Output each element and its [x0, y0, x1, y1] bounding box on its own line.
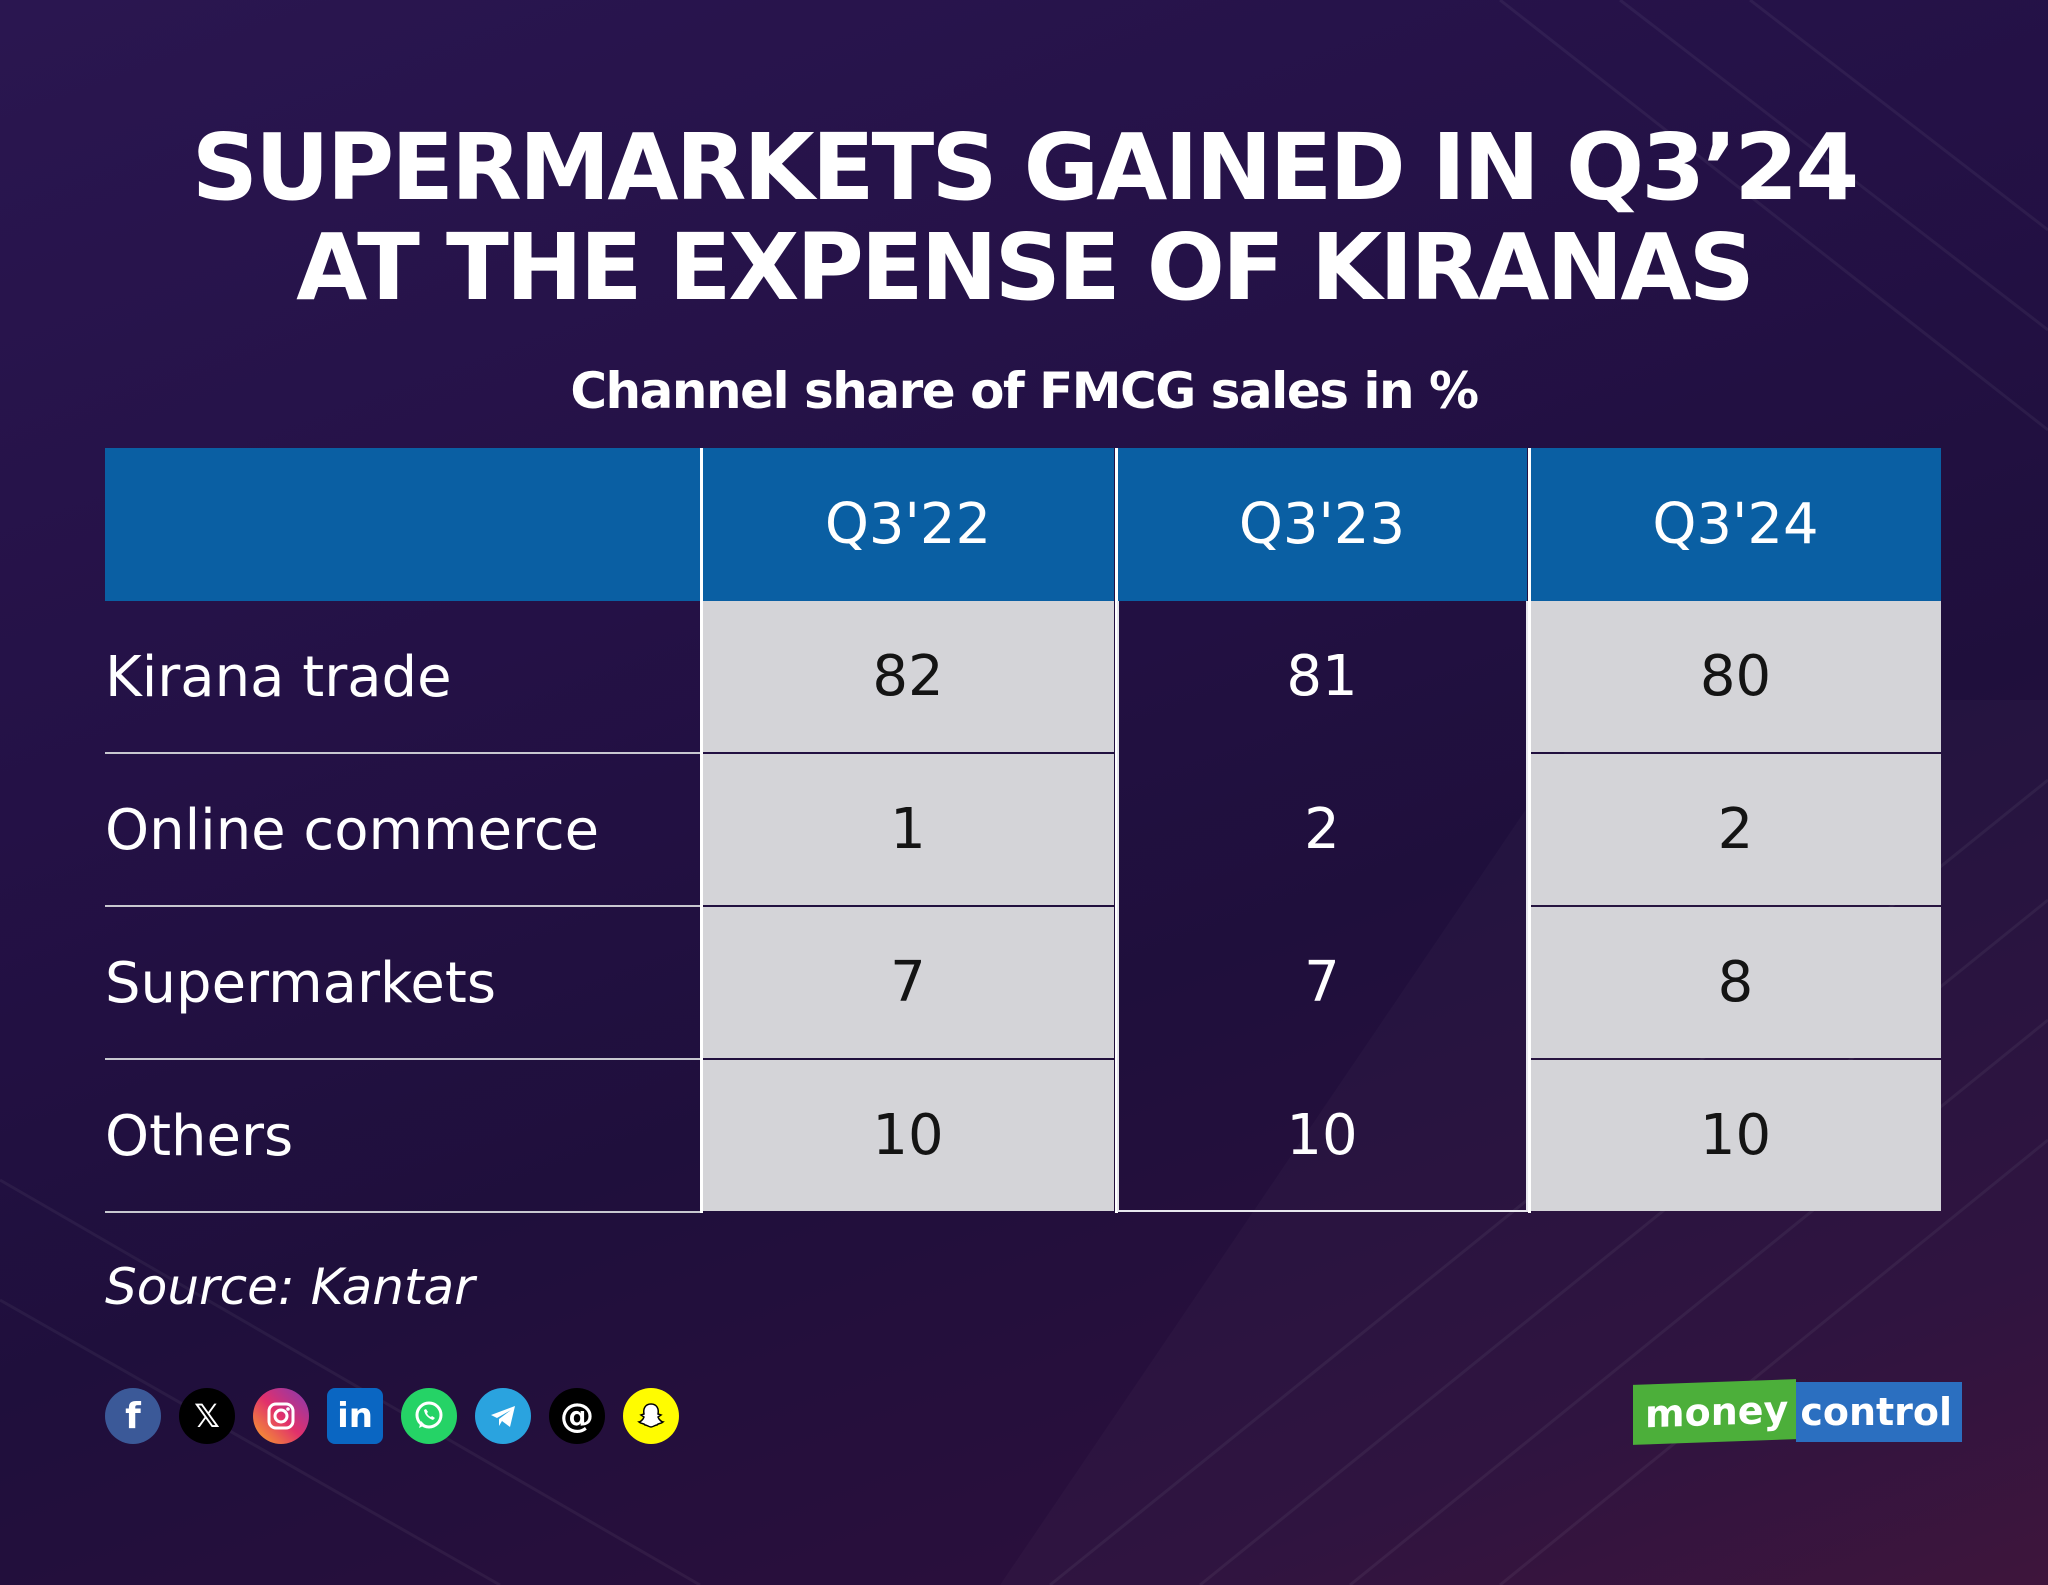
column-header: Q3'23 — [1117, 448, 1527, 601]
table-cell: 10 — [1286, 1103, 1358, 1168]
row-label: Online commerce — [105, 798, 600, 863]
table-cell: 82 — [702, 601, 1114, 752]
source-note: Source: Kantar — [105, 1258, 475, 1316]
table-cell: 10 — [702, 1060, 1114, 1211]
table-cell: 7 — [702, 907, 1114, 1058]
column-header: Q3'24 — [1530, 448, 1941, 601]
table-row: Supermarkets 7 7 8 — [105, 907, 1941, 1060]
table-cell: 80 — [1530, 601, 1941, 752]
column-divider — [1115, 448, 1118, 1213]
logo-part-2: control — [1796, 1382, 1963, 1442]
title-line-2: AT THE EXPENSE OF KIRANAS — [296, 214, 1755, 321]
linkedin-icon[interactable]: in — [327, 1388, 383, 1444]
threads-icon[interactable]: @ — [549, 1388, 605, 1444]
row-label: Supermarkets — [105, 951, 496, 1016]
instagram-icon[interactable] — [253, 1388, 309, 1444]
table-cell: 7 — [1304, 950, 1340, 1015]
table-cell: 81 — [1286, 644, 1358, 709]
table-row: Online commerce 1 2 2 — [105, 754, 1941, 907]
row-divider — [105, 1211, 700, 1213]
whatsapp-icon[interactable] — [401, 1388, 457, 1444]
page-title: SUPERMARKETS GAINED IN Q3’24 AT THE EXPE… — [0, 118, 2048, 318]
table-cell: 2 — [1304, 797, 1340, 862]
table-cell: 8 — [1530, 907, 1941, 1058]
x-icon[interactable]: 𝕏 — [179, 1388, 235, 1444]
row-divider — [105, 1058, 700, 1060]
middle-column-outline — [1117, 601, 1528, 1212]
column-divider — [700, 448, 703, 1213]
row-label: Kirana trade — [105, 645, 452, 710]
snapchat-icon[interactable] — [623, 1388, 679, 1444]
row-divider — [105, 905, 700, 907]
title-line-1: SUPERMARKETS GAINED IN Q3’24 — [191, 114, 1860, 221]
moneycontrol-logo: money control — [1633, 1379, 1963, 1445]
table-cell: 1 — [702, 754, 1114, 905]
table-row: Kirana trade 82 81 80 — [105, 601, 1941, 754]
table-subtitle: Channel share of FMCG sales in % — [570, 362, 1479, 420]
column-divider — [1528, 448, 1531, 1213]
logo-part-1: money — [1633, 1379, 1797, 1445]
column-header: Q3'22 — [702, 448, 1114, 601]
facebook-icon[interactable]: f — [105, 1388, 161, 1444]
row-divider — [105, 752, 700, 754]
telegram-icon[interactable] — [475, 1388, 531, 1444]
row-label: Others — [105, 1104, 294, 1169]
table-row: Others 10 10 10 — [105, 1060, 1941, 1213]
table-header-row: Q3'22 Q3'23 Q3'24 — [105, 448, 1941, 601]
table-cell: 2 — [1530, 754, 1941, 905]
table-cell: 10 — [1530, 1060, 1941, 1211]
header-corner-cell — [105, 448, 702, 601]
